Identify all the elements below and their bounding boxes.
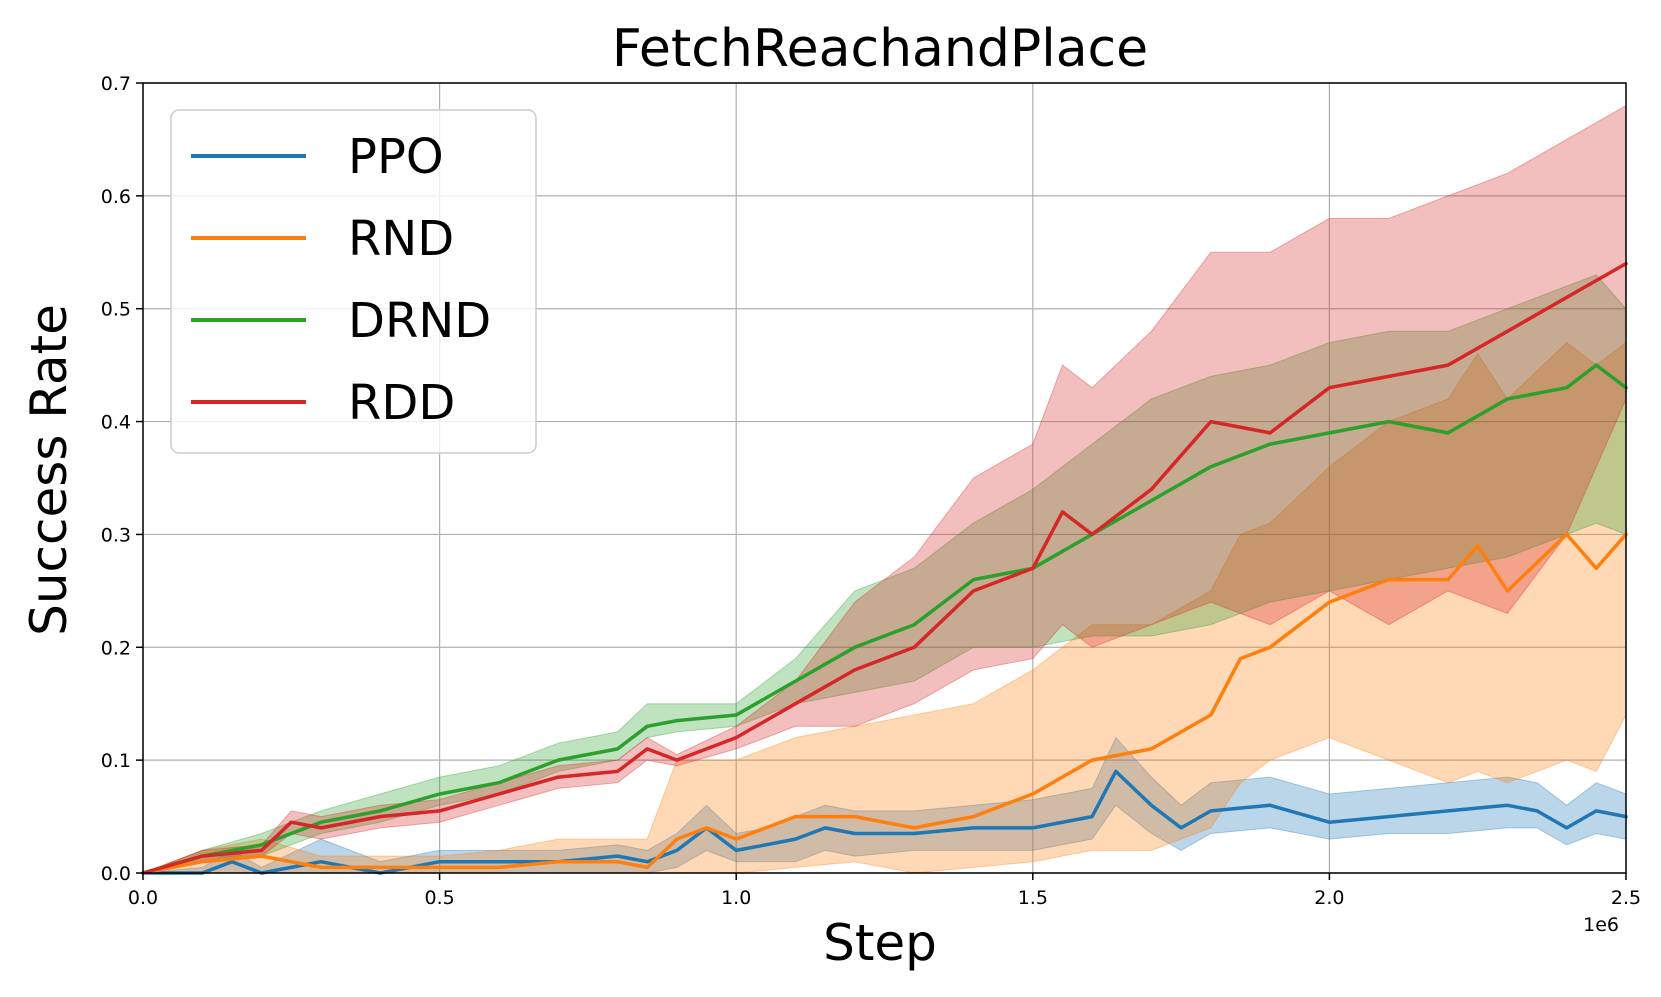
x-offset-label: 1e6	[1583, 914, 1619, 936]
y-tick-label: 0.3	[101, 524, 131, 546]
y-tick-label: 0.6	[101, 186, 131, 208]
x-tick-label: 0.5	[424, 887, 454, 909]
rdd-line	[141, 261, 1628, 875]
drnd-line	[141, 363, 1628, 875]
x-tick-label: 2.5	[1611, 887, 1641, 909]
plot-frame	[142, 82, 1627, 874]
x-axis-label: Step	[823, 914, 937, 972]
x-tick-label: 1.0	[721, 887, 751, 909]
x-tick-label: 0.0	[128, 887, 158, 909]
legend-label-drnd: DRND	[348, 293, 491, 349]
series-lines	[141, 261, 1628, 875]
ppo-line	[141, 769, 1628, 875]
legend-box	[170, 109, 537, 454]
x-tick-label: 2.0	[1314, 887, 1344, 909]
y-tick-label: 0.7	[101, 73, 131, 95]
legend-label-rdd: RDD	[348, 375, 455, 431]
tick-layer: 0.0 0.5 1.0 1.5 2.0 2.5 0.0 0.1 0.2 0.3 0.4 0.5 0.6 0…	[101, 73, 1641, 909]
y-tick-label: 0.0	[101, 863, 131, 885]
y-tick-label: 0.5	[101, 299, 131, 321]
rnd-line	[141, 532, 1628, 875]
y-tick-label: 0.1	[101, 750, 131, 772]
y-tick-label: 0.2	[101, 637, 131, 659]
chart-title: FetchReachandPlace	[612, 19, 1148, 79]
y-tick-label: 0.4	[101, 412, 131, 434]
x-tick-label: 1.5	[1018, 887, 1048, 909]
legend-label-ppo: PPO	[348, 129, 444, 185]
y-axis-label: Success Rate	[20, 304, 78, 636]
legend: PPO RND DRND RDD	[170, 109, 537, 454]
legend-label-rnd: RND	[348, 211, 454, 267]
